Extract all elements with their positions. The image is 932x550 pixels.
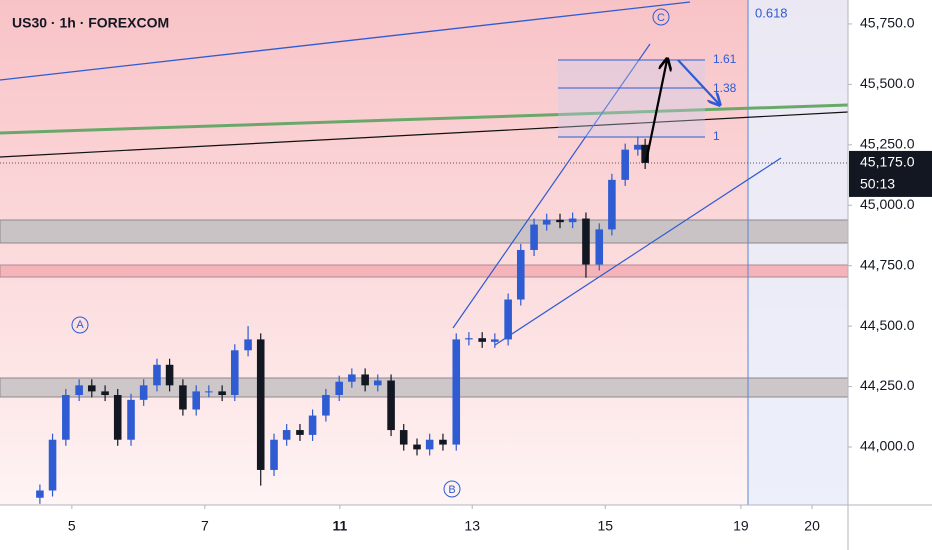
x-tick-label: 5 (68, 518, 76, 534)
x-tick-label: 20 (804, 518, 820, 534)
annotation: 1 (713, 129, 720, 143)
wave-circle (71, 316, 89, 334)
annotation: 1.38 (713, 81, 737, 95)
candle-body (608, 179, 616, 230)
candle-body (218, 391, 226, 396)
trend-line (0, 103, 849, 135)
candle-body (425, 439, 434, 450)
channel-line (452, 43, 651, 329)
candle-body (165, 364, 174, 386)
candle-body (373, 380, 382, 386)
candles (36, 136, 649, 504)
candle-body (361, 374, 369, 386)
price-badge (849, 150, 932, 197)
candle-body (504, 299, 512, 340)
chart-title: US30 · 1h · FOREXCOM (12, 15, 169, 31)
trend-line (0, 1, 691, 81)
arrow (677, 59, 719, 104)
candle-body (399, 430, 408, 445)
channel-line (494, 157, 782, 346)
candle-body (322, 395, 330, 416)
x-tick-label: 13 (464, 518, 480, 534)
zone (0, 377, 849, 398)
price-badge-label: 45,175.0 (860, 154, 915, 170)
candle-body (595, 229, 604, 265)
candle-body (465, 338, 473, 340)
candle-body (36, 490, 44, 498)
annotation: 0.618 (755, 5, 788, 20)
candle-body (230, 350, 239, 396)
candle-body (244, 339, 252, 351)
y-tick-label: 44,500.0 (860, 317, 915, 333)
candle-body (127, 399, 135, 440)
candle-body (192, 391, 200, 410)
candle-body (179, 385, 187, 410)
candle-body (439, 439, 447, 445)
annotation: C (657, 12, 665, 24)
candle-body (48, 439, 57, 491)
candle-body (75, 385, 83, 396)
annotation: B (448, 484, 455, 496)
annotation: A (76, 319, 84, 331)
candle-body (153, 364, 161, 386)
labels: 44,000.0 44,250.0 44,500.0 44,750.0 45,000.0… (68, 5, 932, 534)
candle-body (205, 391, 213, 393)
annotation: 1.61 (713, 52, 737, 66)
candle-body (62, 395, 70, 440)
candle-body (634, 144, 642, 150)
candle-body (308, 415, 317, 435)
candle-body (296, 430, 304, 435)
candle-body (348, 374, 356, 382)
y-tick-label: 45,500.0 (860, 75, 915, 91)
candle-body (582, 218, 590, 265)
y-tick-label: 44,250.0 (860, 377, 915, 393)
zone (0, 264, 849, 278)
candle-body (542, 219, 551, 225)
candle-body (270, 439, 278, 470)
candle-body (139, 385, 148, 400)
candle-body (530, 224, 538, 250)
price-axis (848, 0, 932, 550)
fib-box (558, 60, 705, 137)
x-tick-label: 15 (597, 518, 613, 534)
candle-body (491, 339, 499, 342)
y-tick-label: 45,250.0 (860, 136, 915, 152)
candle-body (556, 219, 564, 223)
x-tick-label: 19 (733, 518, 749, 534)
candle-body (568, 218, 577, 223)
candle-body (335, 381, 343, 396)
future-zone (748, 0, 848, 505)
x-tick-label: 7 (201, 518, 209, 534)
candle-body (387, 380, 395, 431)
time-axis (0, 505, 848, 550)
candle-body (621, 149, 629, 180)
y-tick-label: 45,000.0 (860, 196, 915, 212)
candle-body (452, 339, 461, 445)
countdown: 50:13 (860, 176, 895, 192)
wave-circle (652, 8, 670, 26)
arrow (644, 60, 667, 163)
wave-circle (443, 480, 461, 498)
plot-background (0, 0, 848, 505)
candle-body (282, 430, 291, 440)
candle-body (101, 391, 109, 396)
candle-body (256, 339, 265, 470)
candle-body (641, 144, 649, 163)
candle-body (87, 385, 96, 392)
y-tick-label: 44,750.0 (860, 256, 915, 272)
candle-body (516, 249, 525, 300)
candle-body (413, 444, 421, 450)
candle-body (113, 395, 122, 440)
zone (0, 219, 849, 244)
x-tick-label: 11 (332, 518, 347, 534)
trend-line (0, 111, 849, 158)
y-tick-label: 45,750.0 (860, 15, 915, 31)
y-tick-label: 44,000.0 (860, 438, 915, 454)
candle-body (478, 338, 486, 342)
